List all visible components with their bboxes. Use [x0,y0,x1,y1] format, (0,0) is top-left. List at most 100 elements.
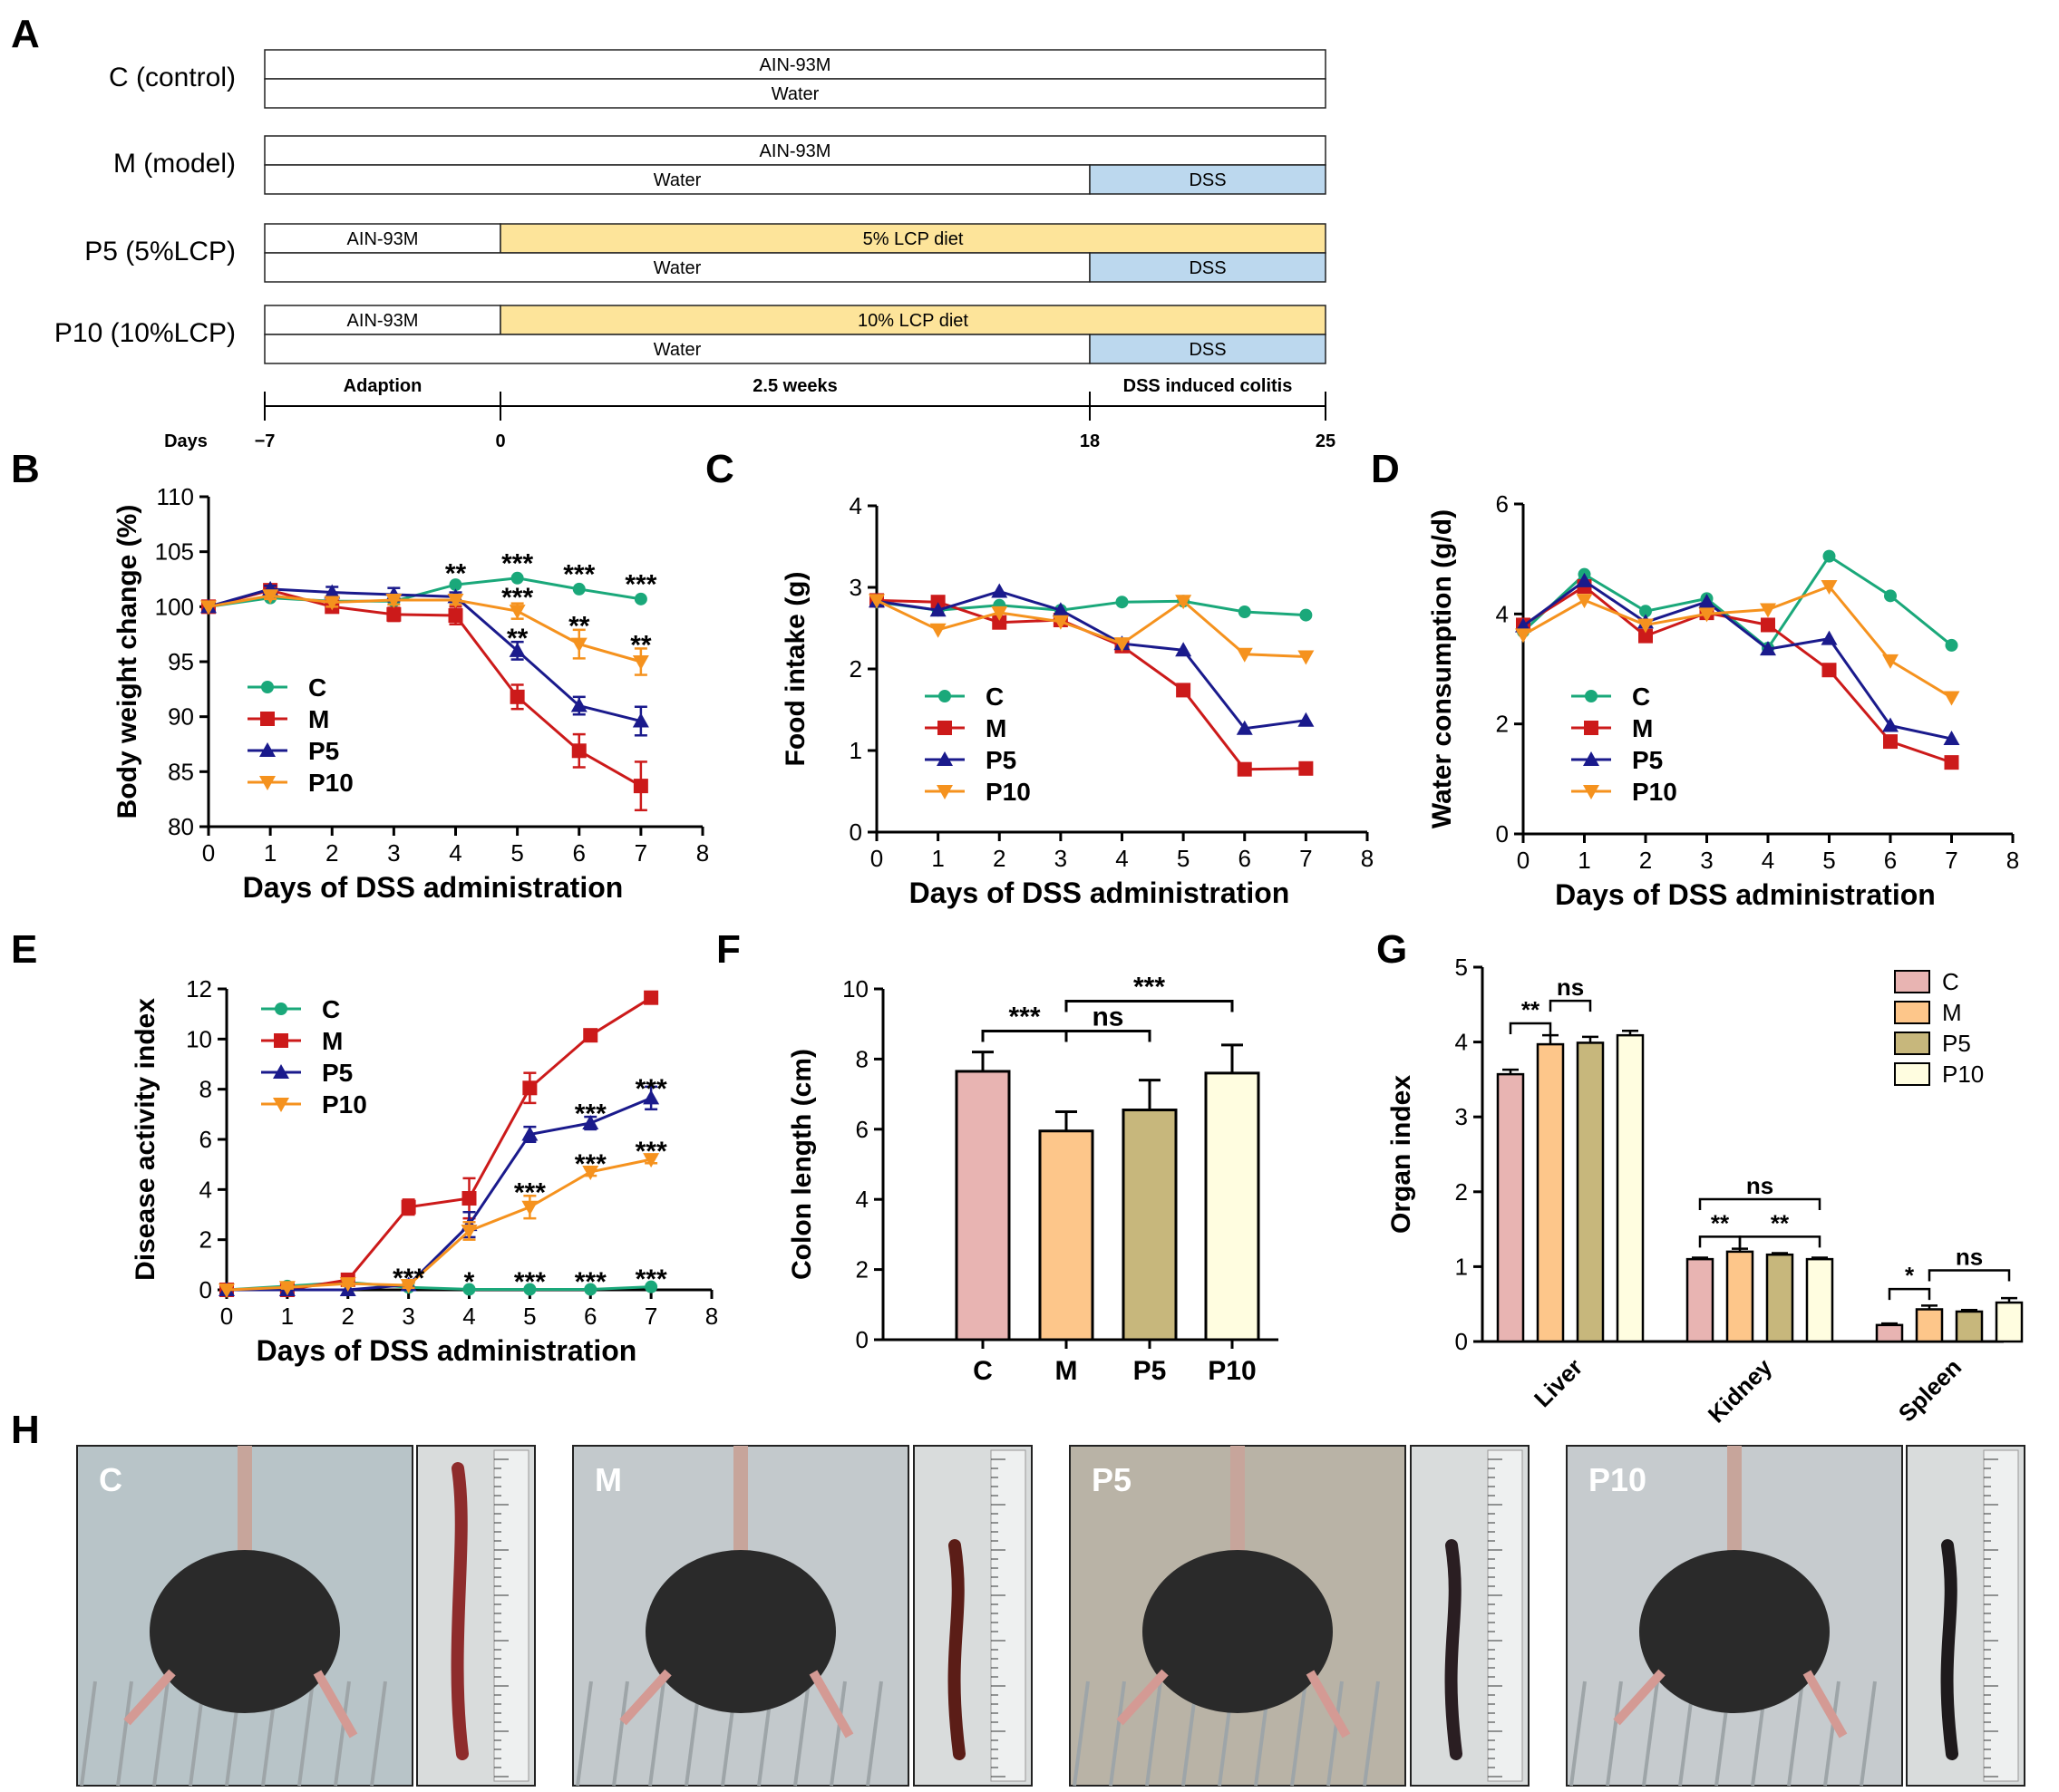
cage-wire [1326,1681,1344,1787]
x-axis-label: Days of DSS administration [1555,878,1936,911]
marker-P5 [1943,731,1960,746]
mouse-tail [733,1446,748,1573]
marker-P10 [262,589,279,605]
photo-label: C [99,1461,122,1498]
marker-C [1822,549,1836,563]
marker-P5 [1236,720,1253,735]
chart-food-intake: 0 1 2 3 4 Food intake (g) 0 1 2 3 4 5 6 7 8 Days of DSS… [781,492,1374,909]
design-box-lcp [500,305,1326,335]
ruler [990,1449,1026,1782]
timeline-phase-label: DSS induced colitis [1123,376,1293,396]
significance-mark: *** [1133,973,1165,1003]
marker-C [1585,690,1598,702]
group-label: P10 (10%LCP) [54,318,236,348]
series-line-P5 [876,589,1306,731]
marker-P5 [929,602,947,617]
cage-wire [648,1681,665,1787]
mouse-photo: P5 [1069,1445,1406,1787]
x-tick-label: 1 [931,845,944,872]
panel-letter-h: H [11,1408,40,1452]
marker-P10 [869,594,885,609]
marker-P10 [1515,628,1531,644]
significance-mark: *** [636,1264,667,1294]
legend-label-C: C [1632,683,1650,711]
mouse-leg [1802,1670,1848,1739]
x-tick-label: 0 [870,845,883,872]
y-tick-label: 4 [1496,600,1509,627]
design-box-label: AIN-93M [347,229,419,249]
group-label: P5 (5%LCP) [84,237,236,266]
y-tick-label: 10 [186,1025,212,1052]
series-line-C [208,576,642,608]
marker-P10 [1760,603,1776,618]
significance-mark: *** [1008,1002,1040,1032]
significance-mark: ns [1092,1002,1123,1032]
y-tick-label: 105 [155,538,194,566]
marker-P10 [570,637,588,653]
marker-P10 [385,594,403,609]
marker-P10 [991,605,1008,621]
marker-C [645,1280,658,1293]
x-axis-label: Days of DSS administration [257,1334,637,1367]
legend-label-P5: P5 [322,1059,353,1087]
legend-swatch-C [1894,970,1930,993]
y-tick-label: 80 [168,813,194,840]
bar-M [1725,1250,1754,1343]
design-box-dss [1089,252,1326,283]
x-tick-label: 5 [510,839,523,867]
legend-label-M: M [322,1027,343,1055]
y-tick-label: 0 [1455,1328,1468,1355]
mouse-leg [123,1669,176,1726]
x-tick-label: P10 [1208,1356,1256,1386]
significance-bracket [1509,1022,1552,1034]
x-tick-label: 2 [342,1303,354,1330]
group-label: C (control) [109,63,236,92]
x-tick-label: 2 [325,839,338,867]
cage-wire [370,1681,387,1787]
legend-label-P5: P5 [1632,746,1663,774]
mouse-body [150,1550,340,1713]
mouse-photo: P10 [1566,1445,1903,1787]
significance-mark: ** [1521,996,1540,1023]
marker-P5 [1698,593,1715,608]
marker-P5 [1760,641,1776,656]
y-tick-label: 2 [1455,1178,1468,1206]
significance-mark: ns [1557,973,1584,1001]
y-tick-label: 3 [1455,1103,1468,1130]
x-tick-label: 7 [645,1303,657,1330]
y-tick-label: 6 [856,1116,869,1143]
legend-label-M: M [1632,714,1653,742]
legend-label-P5: P5 [986,746,1016,774]
y-tick-label: 4 [199,1176,212,1203]
mouse-leg [1613,1669,1666,1726]
marker-P5 [632,712,649,728]
y-tick-label: 6 [1496,490,1509,518]
significance-mark: ** [1711,1209,1730,1236]
marker-P10 [1236,647,1253,663]
design-box-label: DSS [1189,258,1226,278]
significance-mark: *** [514,1178,546,1208]
y-tick-label: 1 [850,737,862,764]
marker-P5 [509,642,526,657]
design-box-label: DSS [1189,170,1226,190]
cage-wire [297,1681,315,1787]
design-box-plain [264,49,1326,80]
colon-photo [416,1445,536,1787]
group-label: M (model) [113,149,236,179]
marker-M [1298,760,1314,776]
significance-mark: *** [636,1074,667,1104]
significance-mark: ** [630,630,652,660]
significance-bracket [1888,1287,1931,1301]
marker-P5 [570,697,588,712]
x-tick-label: 4 [1762,847,1774,874]
legend-label-M: M [1942,999,1962,1026]
marker-P10 [1576,594,1593,609]
colon-photo [913,1445,1033,1787]
marker-P5 [582,1115,599,1130]
marker-M [274,1033,288,1048]
significance-mark: ** [1771,1209,1790,1236]
cage-wire [1073,1681,1090,1787]
legend-label-M: M [308,705,329,733]
significance-mark: * [464,1267,475,1297]
